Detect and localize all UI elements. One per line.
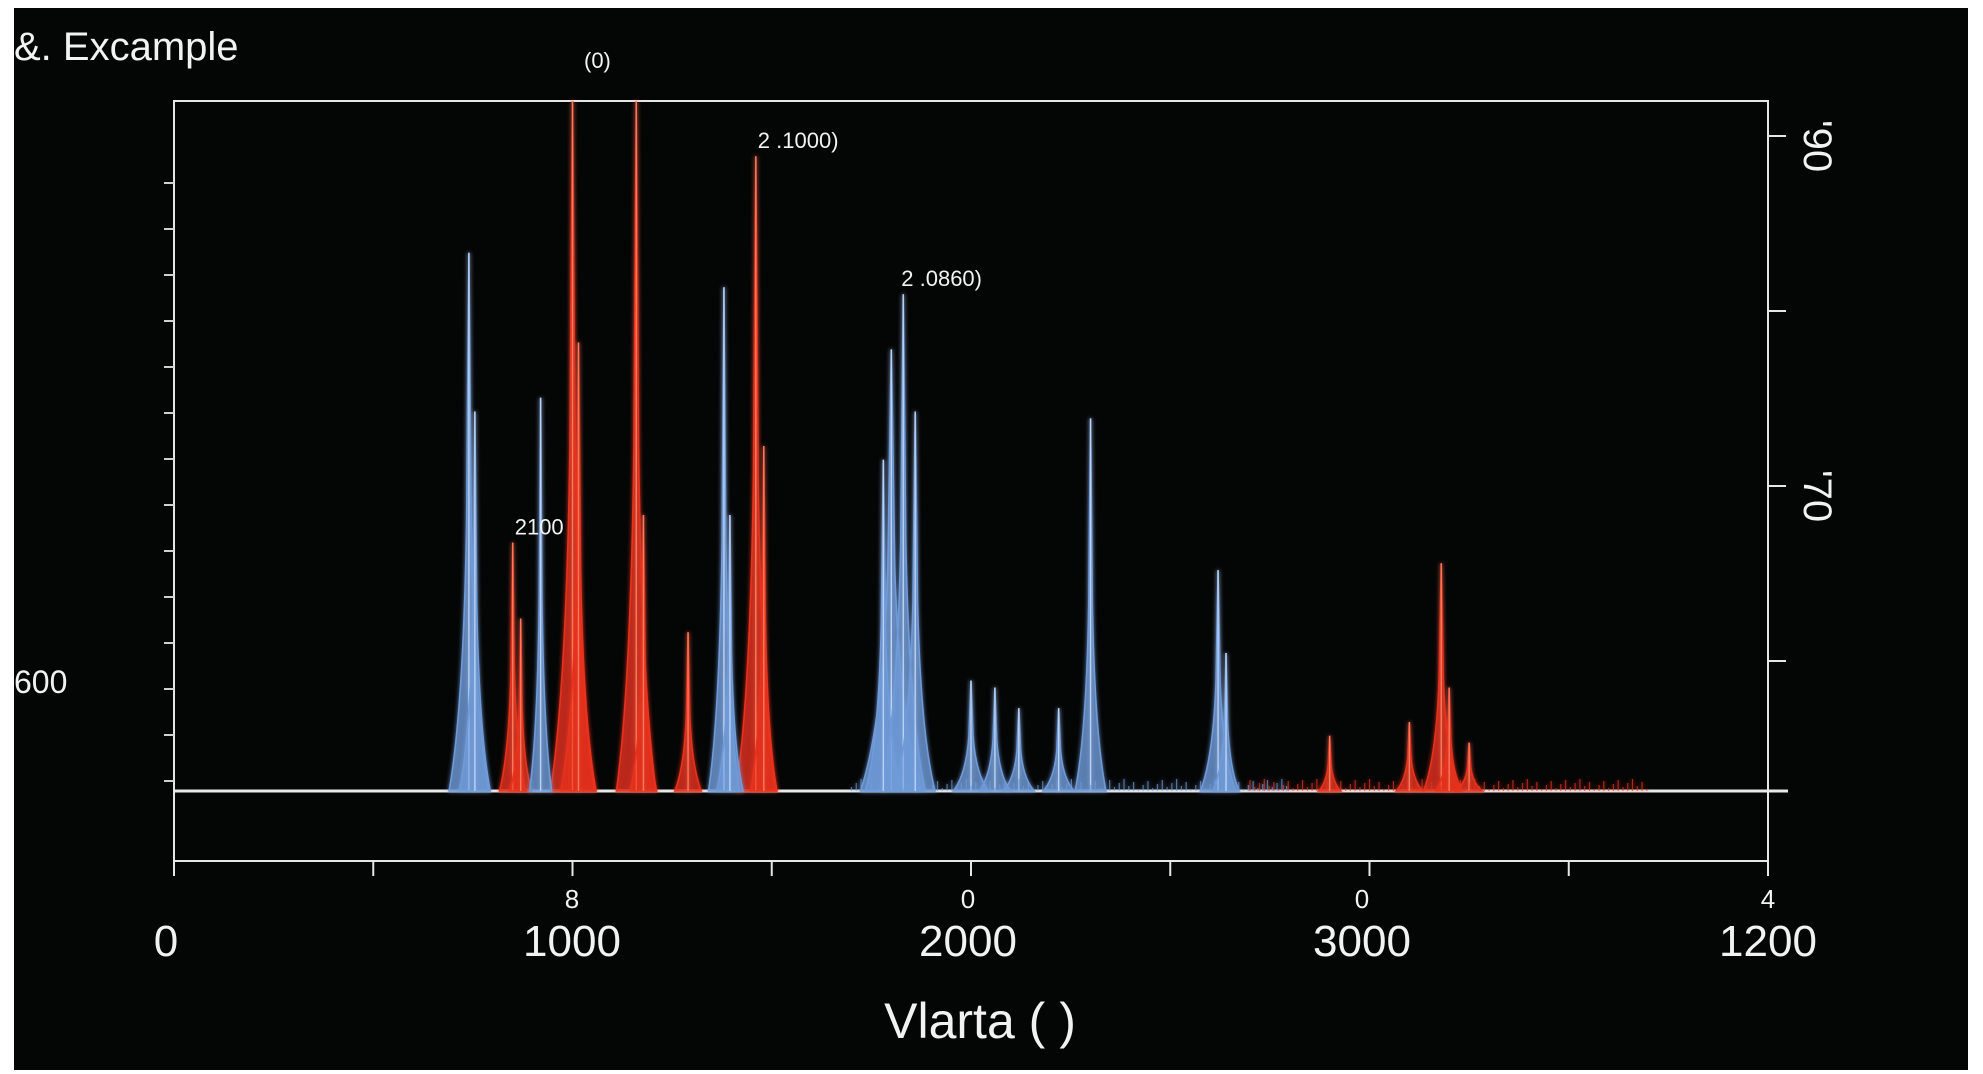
- x-minor-tick-label: 4: [1761, 884, 1775, 914]
- baseline-noise: [1249, 779, 1648, 791]
- series-layer: [448, 100, 1648, 792]
- spectrum-chart: &. Excample (0) 600 '90 '70 0 1000 2000 300…: [14, 25, 1839, 1049]
- x-tick-labels: 0 1000 2000 3000 1200 8 0 0 4: [154, 884, 1817, 966]
- x-minor-tick-label: 8: [565, 884, 579, 914]
- right-axis-label-top: '90: [1795, 120, 1839, 172]
- x-axis-label: Vlarta ( ): [884, 993, 1076, 1049]
- left-axis-label: 600: [14, 664, 67, 700]
- series-red: [498, 100, 1648, 792]
- x-axis-ticks: [173, 861, 1769, 876]
- x-tick-label: 1200: [1719, 917, 1817, 966]
- x-minor-tick-label: 0: [1355, 884, 1369, 914]
- series-blue: [448, 252, 1288, 792]
- x-tick-label: 3000: [1313, 917, 1411, 966]
- peak-annotation: 2 .1000): [758, 128, 839, 153]
- peak-annotations: 2 .1000) 2 .0860) 2100: [515, 128, 982, 539]
- peak-annotation: 2100: [515, 515, 564, 540]
- right-axis-label-mid: '70: [1795, 470, 1839, 522]
- top-marker: (0): [584, 48, 611, 73]
- right-axis-ticks: [1768, 135, 1786, 662]
- x-minor-tick-label: 0: [961, 884, 975, 914]
- x-tick-label: 2000: [919, 917, 1017, 966]
- x-tick-label: 1000: [523, 917, 621, 966]
- chart-container: &. Excample (0) 600 '90 '70 0 1000 2000 300…: [14, 8, 1968, 1070]
- left-axis-ticks: [164, 182, 174, 782]
- peak-annotation: 2 .0860): [901, 266, 982, 291]
- x-tick-label: 0: [154, 917, 178, 966]
- chart-title: &. Excample: [14, 25, 239, 69]
- baseline-noise: [850, 779, 1288, 791]
